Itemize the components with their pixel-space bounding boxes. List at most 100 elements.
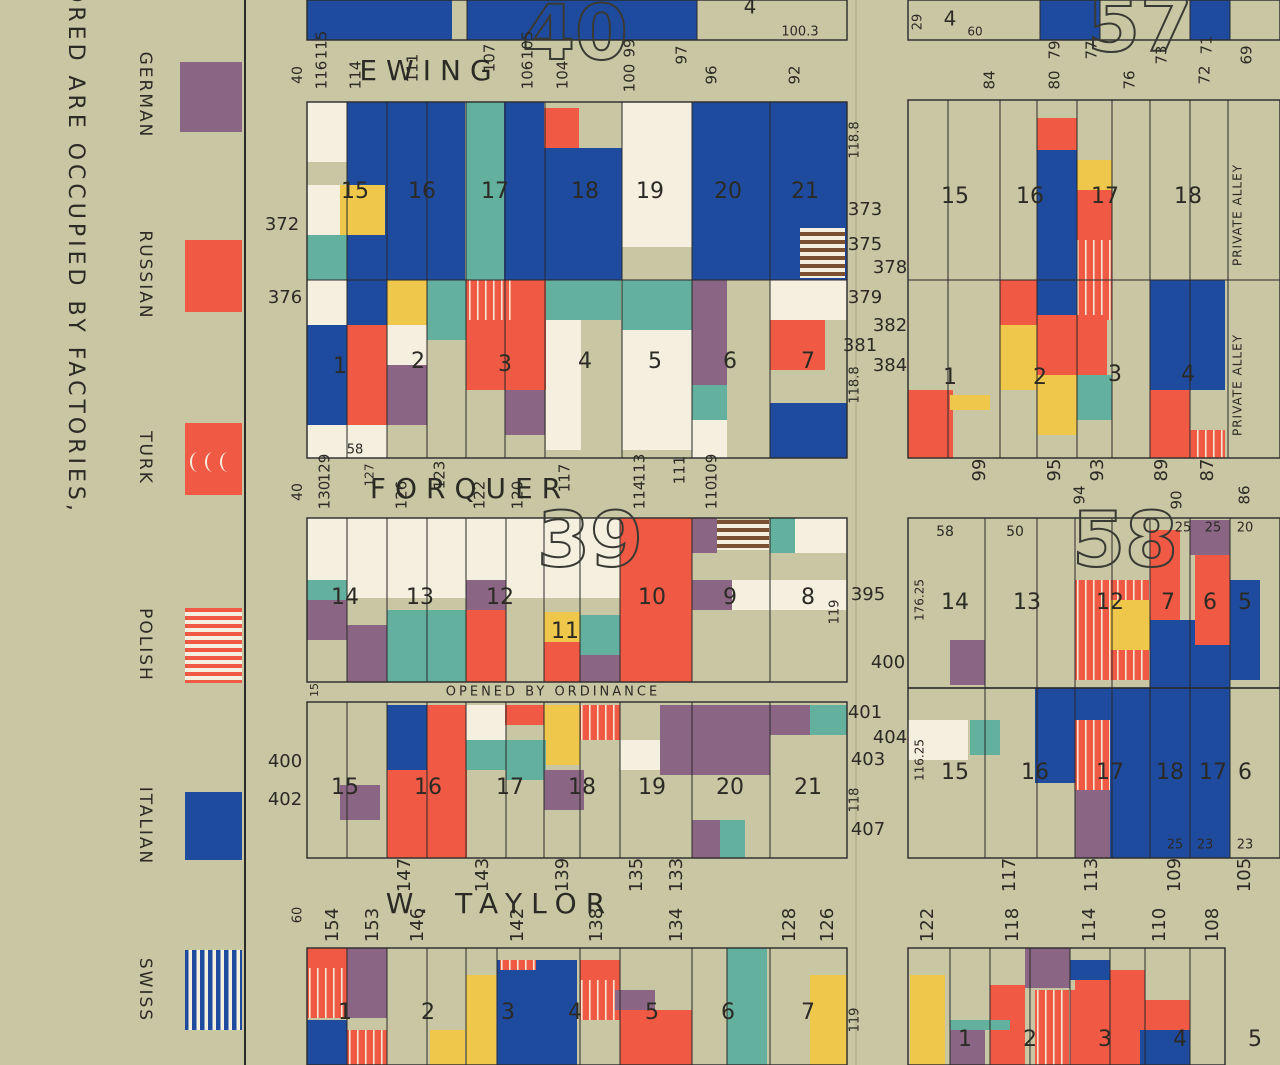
block-outline <box>907 99 1280 459</box>
lot-fill <box>950 1030 985 1065</box>
lot-number: 93 <box>1087 459 1108 482</box>
lot-number: 110 <box>703 481 721 510</box>
lot-number: 58 <box>347 443 364 458</box>
lot-number: 6 <box>723 349 737 374</box>
block-number: 40 <box>522 0 628 77</box>
lot-number: 3 <box>1098 1027 1112 1052</box>
lot-number: 403 <box>851 749 885 770</box>
lot-number: 15 <box>941 184 969 209</box>
lot-number: 99 <box>969 459 990 482</box>
lot-number: 12 <box>486 585 514 610</box>
lot-fill <box>622 330 692 450</box>
legend-swatch <box>185 240 242 312</box>
lot-number: 116 <box>313 61 331 90</box>
lot-fill <box>770 705 810 735</box>
lot-fill <box>497 960 577 1065</box>
lot-number: 176.25 <box>913 579 927 621</box>
lot-fill <box>307 600 347 640</box>
lot-number: 373 <box>848 199 882 220</box>
lot-number: 5 <box>1238 590 1252 615</box>
lot-number: 8 <box>801 585 815 610</box>
lot-number: 60 <box>967 25 982 39</box>
lot-fill <box>466 705 506 740</box>
lot-number: 15 <box>331 775 359 800</box>
lot-fill <box>307 0 452 40</box>
lot-number: 29 <box>911 14 926 31</box>
lot-fill <box>1000 280 1037 325</box>
lot-fill <box>544 642 580 682</box>
lot-number: 99 <box>621 38 639 57</box>
lot-fill <box>717 520 769 550</box>
lot-fill <box>1070 960 1110 980</box>
legend-label: POLISH <box>135 608 155 682</box>
lot-fill <box>466 975 496 1065</box>
lot-number: 17 <box>496 775 524 800</box>
lot-number: 100 <box>621 64 639 93</box>
lot-number: 5 <box>645 1000 659 1025</box>
street-name: EWING <box>359 54 500 87</box>
lot-number: 395 <box>851 584 885 605</box>
lot-fill <box>580 705 620 740</box>
lot-fill <box>1110 600 1150 650</box>
lot-number: 17 <box>1091 184 1119 209</box>
lot-number: 376 <box>268 287 302 308</box>
lot-number: 104 <box>554 61 572 90</box>
lot-number: 119 <box>848 1008 863 1033</box>
lot-number: 15 <box>308 683 321 697</box>
lot-fill <box>387 365 427 425</box>
lot-number: 84 <box>981 70 999 89</box>
lot-number: 107 <box>481 44 499 73</box>
lot-number: 72 <box>1196 65 1214 84</box>
legend-swatch <box>185 950 242 1030</box>
lot-fill <box>770 320 825 370</box>
lot-number: 122 <box>917 908 938 942</box>
lot-fill <box>1150 530 1180 620</box>
block-number: 39 <box>537 495 643 584</box>
lot-fill <box>1140 1030 1190 1065</box>
lot-number: 118 <box>1002 908 1023 942</box>
legend-label: TURK <box>135 430 155 485</box>
lot-fill <box>427 280 467 340</box>
lot-fill <box>466 740 506 770</box>
crescent <box>220 452 228 472</box>
lot-fill <box>622 102 692 247</box>
lot-number: 4 <box>744 0 757 19</box>
lot-number: 1 <box>338 1000 352 1025</box>
lot-number: 96 <box>703 65 721 84</box>
lot-number: 138 <box>586 908 607 942</box>
lot-number: 15 <box>341 179 369 204</box>
lot-fill <box>1190 520 1230 555</box>
lot-fill <box>1077 160 1112 190</box>
lot-fill <box>387 705 427 770</box>
lot-fill <box>1230 580 1260 680</box>
lot-number: 114 <box>1079 908 1100 942</box>
legend-note: LOTS UNCOLORED ARE OCCUPIED BY FACTORIES… <box>63 0 88 515</box>
lot-fill <box>505 390 545 435</box>
lot-number: 105 <box>1234 858 1255 892</box>
lot-number: 146 <box>407 908 428 942</box>
lot-number: 92 <box>786 65 804 84</box>
lot-fill <box>950 1020 1010 1030</box>
lot-fill <box>615 990 655 1010</box>
block-number: 57 <box>1087 0 1193 69</box>
lot-number: 18 <box>571 179 599 204</box>
lot-number: 4 <box>1181 362 1195 387</box>
lot-fill <box>430 1030 465 1065</box>
lot-fill <box>810 975 847 1065</box>
lot-number: 4 <box>944 7 957 31</box>
lot-fill <box>1150 390 1190 458</box>
lot-fill <box>660 705 770 775</box>
lot-number: 128 <box>779 908 800 942</box>
lot-fill <box>427 705 467 770</box>
lot-fill <box>908 720 968 760</box>
lot-number: 1 <box>943 365 957 390</box>
lot-fill <box>347 625 387 682</box>
lot-number: 2 <box>1033 365 1047 390</box>
lot-fill <box>466 280 516 320</box>
block-outline <box>306 0 848 41</box>
legend-label: SWISS <box>135 958 155 1022</box>
lot-fill <box>1195 555 1230 645</box>
lot-fill <box>795 518 847 553</box>
lot-fill <box>770 280 847 320</box>
